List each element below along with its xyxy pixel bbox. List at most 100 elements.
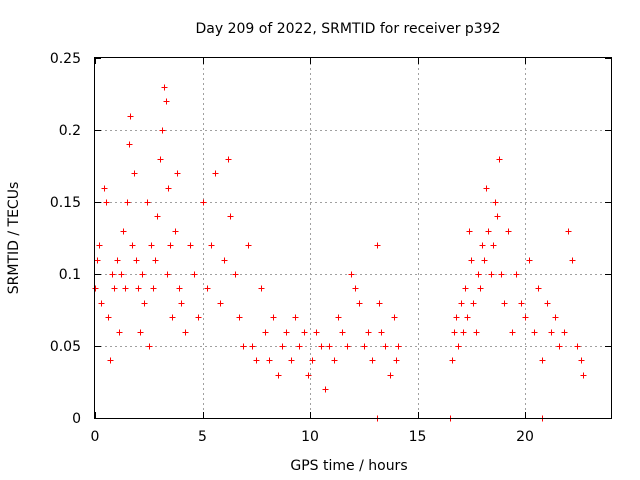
data-point xyxy=(313,329,320,336)
data-point xyxy=(191,271,198,278)
data-point xyxy=(227,213,234,220)
data-point xyxy=(387,372,394,379)
data-point xyxy=(165,185,172,192)
data-point xyxy=(352,285,359,292)
data-point xyxy=(157,156,164,163)
plot-frame xyxy=(94,57,612,419)
data-point xyxy=(94,257,101,264)
x-tick-label: 5 xyxy=(198,429,207,445)
data-point xyxy=(378,329,385,336)
data-point xyxy=(195,314,202,321)
data-point xyxy=(212,170,219,177)
data-point xyxy=(544,300,551,307)
data-point xyxy=(167,242,174,249)
data-point xyxy=(225,156,232,163)
data-point xyxy=(485,228,492,235)
data-point xyxy=(301,329,308,336)
data-point xyxy=(262,329,269,336)
data-point xyxy=(501,300,508,307)
data-point xyxy=(114,257,121,264)
data-point xyxy=(107,357,114,364)
data-point xyxy=(565,228,572,235)
data-point xyxy=(505,228,512,235)
data-point xyxy=(122,285,129,292)
data-point xyxy=(335,314,342,321)
data-point xyxy=(318,343,325,350)
data-point xyxy=(569,257,576,264)
data-point xyxy=(292,314,299,321)
data-point xyxy=(470,300,477,307)
data-point xyxy=(111,285,118,292)
data-point xyxy=(232,271,239,278)
data-point xyxy=(339,329,346,336)
data-point xyxy=(253,357,260,364)
data-point xyxy=(518,300,525,307)
data-point xyxy=(245,242,252,249)
data-point xyxy=(270,314,277,321)
data-point xyxy=(574,343,581,350)
data-point xyxy=(101,185,108,192)
y-tick-label: 0.25 xyxy=(50,51,81,67)
data-point xyxy=(208,242,215,249)
data-point xyxy=(161,84,168,91)
data-point xyxy=(169,314,176,321)
data-point xyxy=(578,357,585,364)
data-point xyxy=(475,271,482,278)
data-point xyxy=(137,329,144,336)
data-point xyxy=(120,228,127,235)
y-tick-label: 0.05 xyxy=(50,339,81,355)
data-point xyxy=(163,98,170,105)
data-point xyxy=(481,257,488,264)
data-point xyxy=(135,285,142,292)
data-point xyxy=(172,228,179,235)
data-point xyxy=(477,285,484,292)
data-point xyxy=(473,329,480,336)
x-tick-label: 0 xyxy=(91,429,100,445)
data-point xyxy=(258,285,265,292)
data-point xyxy=(548,329,555,336)
data-point xyxy=(126,141,133,148)
y-tick-label: 0.1 xyxy=(59,267,81,283)
data-point xyxy=(580,372,587,379)
data-point xyxy=(124,199,131,206)
data-point xyxy=(466,228,473,235)
data-point xyxy=(451,329,458,336)
data-point xyxy=(141,300,148,307)
data-point xyxy=(455,343,462,350)
data-point xyxy=(488,271,495,278)
data-point xyxy=(468,257,475,264)
data-point xyxy=(116,329,123,336)
data-point xyxy=(460,329,467,336)
data-point xyxy=(164,271,171,278)
data-point xyxy=(526,257,533,264)
x-tick-label: 20 xyxy=(516,429,534,445)
data-point xyxy=(369,357,376,364)
data-point xyxy=(322,386,329,393)
data-point xyxy=(146,343,153,350)
data-point xyxy=(309,357,316,364)
data-point xyxy=(221,257,228,264)
data-point xyxy=(391,314,398,321)
data-point xyxy=(561,329,568,336)
data-point xyxy=(92,285,99,292)
data-point xyxy=(96,242,103,249)
data-point xyxy=(200,199,207,206)
data-point xyxy=(556,343,563,350)
chart-title: Day 209 of 2022, SRMTID for receiver p39… xyxy=(195,21,500,37)
data-point xyxy=(154,213,161,220)
data-point xyxy=(288,357,295,364)
data-point xyxy=(236,314,243,321)
data-point xyxy=(266,357,273,364)
data-point xyxy=(496,156,503,163)
data-point xyxy=(513,271,520,278)
data-point xyxy=(498,271,505,278)
grid xyxy=(95,58,611,418)
data-point xyxy=(159,127,166,134)
data-point xyxy=(176,285,183,292)
data-point xyxy=(296,343,303,350)
data-point xyxy=(331,357,338,364)
data-point xyxy=(453,314,460,321)
y-tick-label: 0 xyxy=(72,411,81,427)
data-point xyxy=(129,242,136,249)
